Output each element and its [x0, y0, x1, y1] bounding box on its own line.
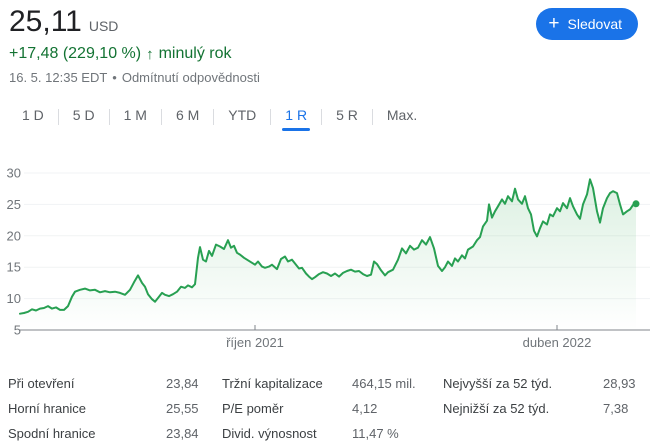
- stat-label-high: Horní hranice: [8, 401, 87, 416]
- tab-5d[interactable]: 5 D: [72, 107, 95, 123]
- y-axis-label: 30: [7, 166, 21, 181]
- currency-label: USD: [88, 18, 119, 34]
- tab-divider: [213, 108, 215, 125]
- stat-label-pe-ratio: P/E poměr: [222, 401, 284, 416]
- tab-divider: [108, 108, 110, 125]
- stock-price: 25,11: [9, 5, 82, 38]
- meta-row: 16. 5. 12:35 EDT • Odmítnutí odpovědnost…: [9, 70, 260, 85]
- tab-1d[interactable]: 1 D: [22, 107, 44, 123]
- follow-button[interactable]: + Sledovat: [536, 8, 638, 40]
- stat-value-high: 25,55: [166, 401, 199, 416]
- stat-label-52wk-low: Nejnižší za 52 týd.: [443, 401, 550, 416]
- stat-label-market-cap: Tržní kapitalizace: [222, 376, 323, 391]
- range-tabs: 1 D 5 D 1 M 6 M YTD 1 R 5 R Max.: [8, 102, 431, 131]
- change-period: minulý rok: [158, 45, 232, 62]
- x-axis-label: duben 2022: [523, 335, 592, 350]
- quote-timestamp: 16. 5. 12:35 EDT: [9, 70, 108, 85]
- tab-divider: [57, 108, 59, 125]
- tab-ytd[interactable]: YTD: [228, 107, 257, 123]
- tab-divider: [321, 108, 323, 125]
- stat-value-52wk-high: 28,93: [603, 376, 636, 391]
- y-axis-label: 10: [7, 291, 21, 306]
- stat-value-52wk-low: 7,38: [603, 401, 629, 416]
- y-axis-label: 20: [7, 228, 21, 243]
- tab-5r[interactable]: 5 R: [336, 107, 358, 123]
- y-axis-label: 5: [14, 323, 21, 338]
- last-price-dot: [632, 200, 640, 208]
- y-axis-labels: 5 10 15 20 25 30: [7, 166, 21, 338]
- x-axis-label: říjen 2021: [226, 335, 284, 350]
- follow-button-label: Sledovat: [567, 16, 622, 32]
- y-axis-label: 25: [7, 197, 21, 212]
- price-block: 25,11 USD: [9, 5, 118, 39]
- tab-divider: [160, 108, 162, 125]
- tab-1r[interactable]: 1 R: [271, 102, 321, 131]
- stat-label-low: Spodní hranice: [8, 426, 96, 441]
- x-axis-ticks: říjen 2021 duben 2022: [226, 325, 591, 350]
- stat-value-open: 23,84: [166, 376, 199, 391]
- tab-1m[interactable]: 1 M: [123, 107, 147, 123]
- tab-max[interactable]: Max.: [386, 107, 418, 123]
- bullet-separator: •: [112, 70, 117, 85]
- chart-area-fill: [20, 179, 636, 330]
- price-line: [19, 178, 637, 315]
- stat-value-low: 23,84: [166, 426, 199, 441]
- tab-divider: [371, 108, 373, 125]
- stat-label-52wk-high: Nejvyšší za 52 týd.: [443, 376, 553, 391]
- stat-value-div-yield: 11,47 %: [352, 426, 399, 441]
- key-stats-table: Při otevření 23,84 Tržní kapitalizace 46…: [8, 371, 646, 446]
- stat-label-open: Při otevření: [8, 376, 75, 391]
- price-change-row: +17,48 (229,10 %) ↑ minulý rok: [9, 45, 232, 63]
- y-axis-label: 15: [7, 260, 21, 275]
- disclaimer-link[interactable]: Odmítnutí odpovědnosti: [121, 70, 260, 85]
- price-chart[interactable]: říjen 2021 duben 2022 5 10 15 20 25 30: [0, 148, 650, 360]
- stat-value-pe-ratio: 4,12: [352, 401, 378, 416]
- plus-icon: +: [548, 12, 560, 34]
- arrow-up-icon: ↑: [146, 45, 154, 63]
- stat-label-div-yield: Divid. výnosnost: [222, 426, 317, 441]
- tab-6m[interactable]: 6 M: [175, 107, 200, 123]
- stat-value-market-cap: 464,15 mil.: [352, 376, 416, 391]
- price-change: +17,48 (229,10 %): [9, 45, 142, 62]
